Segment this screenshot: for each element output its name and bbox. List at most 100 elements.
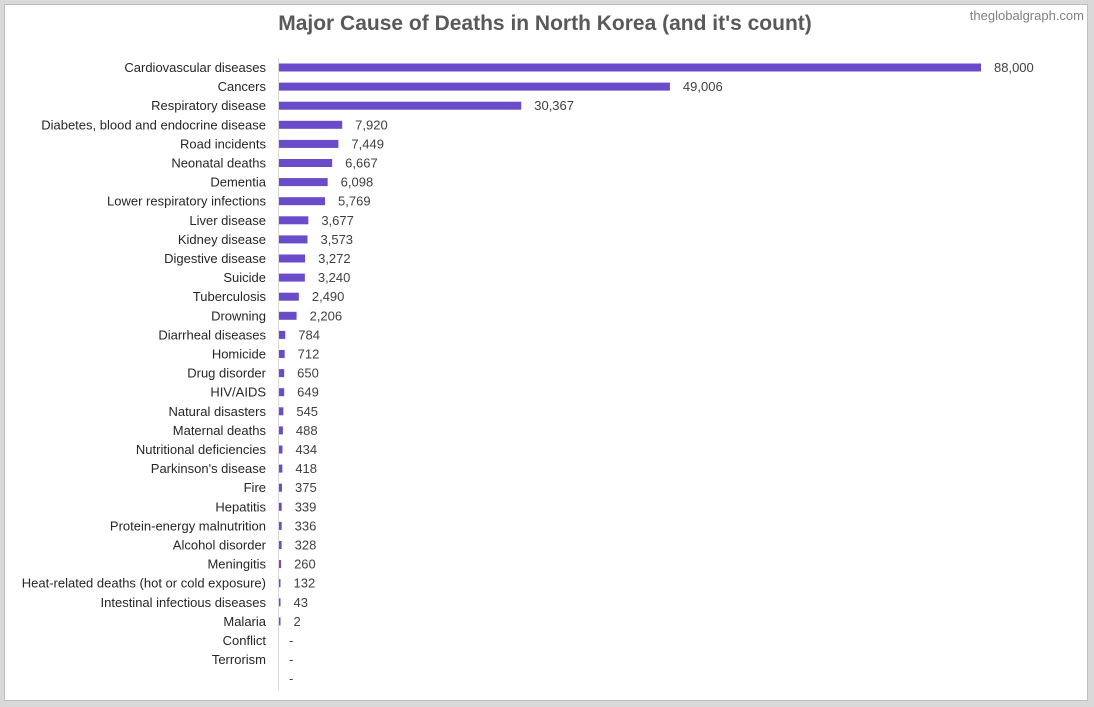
value-label: 2 — [294, 614, 301, 629]
category-label: Drowning — [211, 308, 266, 323]
bar — [279, 82, 670, 91]
category-label: Cardiovascular diseases — [124, 60, 266, 75]
chart-title: Major Cause of Deaths in North Korea (an… — [278, 12, 812, 35]
value-labels-group: 88,000 49,006 30,367 7,920 7,449 6,667 6,098 5,… — [289, 60, 1034, 686]
bar — [279, 311, 297, 320]
bar — [279, 330, 286, 339]
category-label: Liver disease — [189, 213, 266, 228]
category-label: HIV/AIDS — [210, 385, 266, 400]
bar — [279, 617, 281, 626]
category-label: Dementia — [210, 175, 266, 190]
value-label: 375 — [295, 480, 317, 495]
value-label: 339 — [295, 499, 317, 514]
value-label: 30,367 — [534, 98, 574, 113]
value-label: 2,206 — [310, 308, 343, 323]
value-label: 6,098 — [341, 175, 374, 190]
value-label: 434 — [295, 442, 317, 457]
bar — [279, 464, 283, 473]
bar — [279, 63, 981, 72]
category-label: Cancers — [218, 79, 267, 94]
bar — [279, 254, 306, 263]
bar — [279, 197, 326, 206]
category-label: Neonatal deaths — [171, 156, 266, 171]
value-label: 6,667 — [345, 156, 378, 171]
bar — [279, 101, 522, 110]
value-label: 3,677 — [321, 213, 354, 228]
value-label: 132 — [294, 576, 316, 591]
value-label: 650 — [297, 366, 319, 381]
category-label: Maternal deaths — [173, 423, 267, 438]
bar — [279, 445, 283, 454]
bar — [279, 216, 309, 225]
value-label: 3,272 — [318, 251, 351, 266]
value-label: 3,573 — [321, 232, 354, 247]
bar — [279, 502, 282, 511]
value-label: 328 — [295, 538, 317, 553]
category-label: Conflict — [223, 633, 267, 648]
bar — [279, 598, 281, 607]
category-label: Diarrheal diseases — [158, 327, 266, 342]
bar — [279, 273, 305, 282]
value-label: 784 — [298, 327, 320, 342]
value-label: 545 — [296, 404, 318, 419]
value-label: 260 — [294, 557, 316, 572]
category-label: Drug disorder — [187, 366, 266, 381]
category-label: Natural disasters — [168, 404, 266, 419]
bar — [279, 235, 308, 244]
category-label: Fire — [244, 480, 266, 495]
bar — [279, 369, 285, 378]
category-label: Meningitis — [207, 557, 266, 572]
bar — [279, 178, 328, 187]
value-label: - — [289, 652, 293, 667]
category-label: Intestinal infectious diseases — [101, 595, 267, 610]
bar — [279, 426, 283, 435]
bar — [279, 541, 282, 549]
value-label: 712 — [298, 347, 320, 362]
category-label: Digestive disease — [164, 251, 266, 266]
bar — [279, 560, 282, 569]
bar — [279, 579, 281, 588]
category-label: Road incidents — [180, 136, 266, 151]
category-label: Nutritional deficiencies — [136, 442, 267, 457]
watermark: theglobalgraph.com — [969, 8, 1084, 23]
value-label: 5,769 — [338, 194, 371, 209]
bar — [279, 521, 282, 530]
value-label: 488 — [296, 423, 318, 438]
bars-group — [279, 63, 981, 626]
category-label: Malaria — [223, 614, 266, 629]
value-label: 336 — [295, 518, 317, 533]
category-label: Tuberculosis — [193, 289, 267, 304]
bar — [279, 483, 282, 492]
bar — [279, 350, 285, 358]
category-label: Diabetes, blood and endocrine disease — [41, 117, 266, 132]
value-label: 43 — [294, 595, 308, 610]
value-label: 7,449 — [351, 136, 384, 151]
value-label: 7,920 — [355, 117, 388, 132]
chart-frame — [4, 4, 1088, 701]
value-label: - — [289, 671, 293, 686]
category-label: Lower respiratory infections — [107, 194, 266, 209]
value-label: 418 — [295, 461, 317, 476]
category-label: Respiratory disease — [151, 98, 266, 113]
value-label: 2,490 — [312, 289, 345, 304]
category-label: Kidney disease — [178, 232, 266, 247]
category-label: Alcohol disorder — [173, 538, 267, 553]
category-label: Terrorism — [212, 652, 266, 667]
value-label: 649 — [297, 385, 319, 400]
bar — [279, 120, 343, 129]
value-label: 88,000 — [994, 60, 1034, 75]
category-label: Parkinson's disease — [151, 461, 266, 476]
value-label: - — [289, 633, 293, 648]
category-label: Hepatitis — [215, 499, 266, 514]
bar — [279, 159, 333, 167]
category-label: Homicide — [212, 347, 266, 362]
category-labels-group: Cardiovascular diseases Cancers Respirator… — [22, 60, 267, 667]
bar — [279, 292, 299, 301]
category-label: Protein-energy malnutrition — [110, 518, 266, 533]
value-label: 49,006 — [683, 79, 723, 94]
category-label: Suicide — [223, 270, 266, 285]
bar — [279, 407, 284, 416]
bar — [279, 388, 285, 397]
category-label: Heat-related deaths (hot or cold exposur… — [22, 576, 266, 591]
